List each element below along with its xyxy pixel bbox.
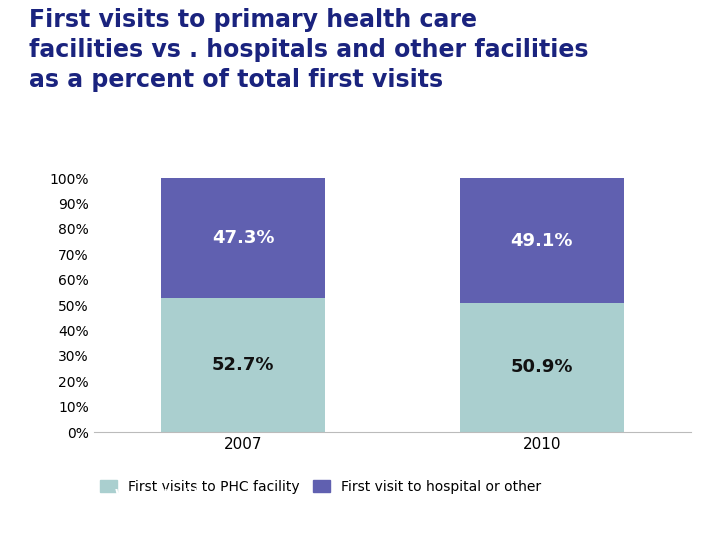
Bar: [161, 178, 325, 298]
Bar: [161, 298, 325, 432]
Text: World Health: World Health: [115, 488, 202, 501]
Text: Europa: Europa: [115, 519, 150, 529]
Text: First visits to primary health care
facilities vs . hospitals and other faciliti: First visits to primary health care faci…: [29, 8, 588, 91]
Text: 47.3%: 47.3%: [212, 229, 274, 247]
Bar: [459, 178, 624, 303]
Text: Organization: Organization: [115, 500, 201, 513]
Bar: [459, 303, 624, 432]
Legend: First visits to PHC facility, First visit to hospital or other: First visits to PHC facility, First visi…: [94, 475, 547, 500]
Text: 52.7%: 52.7%: [212, 356, 274, 374]
Text: 50.9%: 50.9%: [510, 359, 573, 376]
Text: 49.1%: 49.1%: [510, 232, 573, 249]
Text: Health Utilization and Expenditure Survey 2007, 2010: Health Utilization and Expenditure Surve…: [320, 497, 698, 510]
